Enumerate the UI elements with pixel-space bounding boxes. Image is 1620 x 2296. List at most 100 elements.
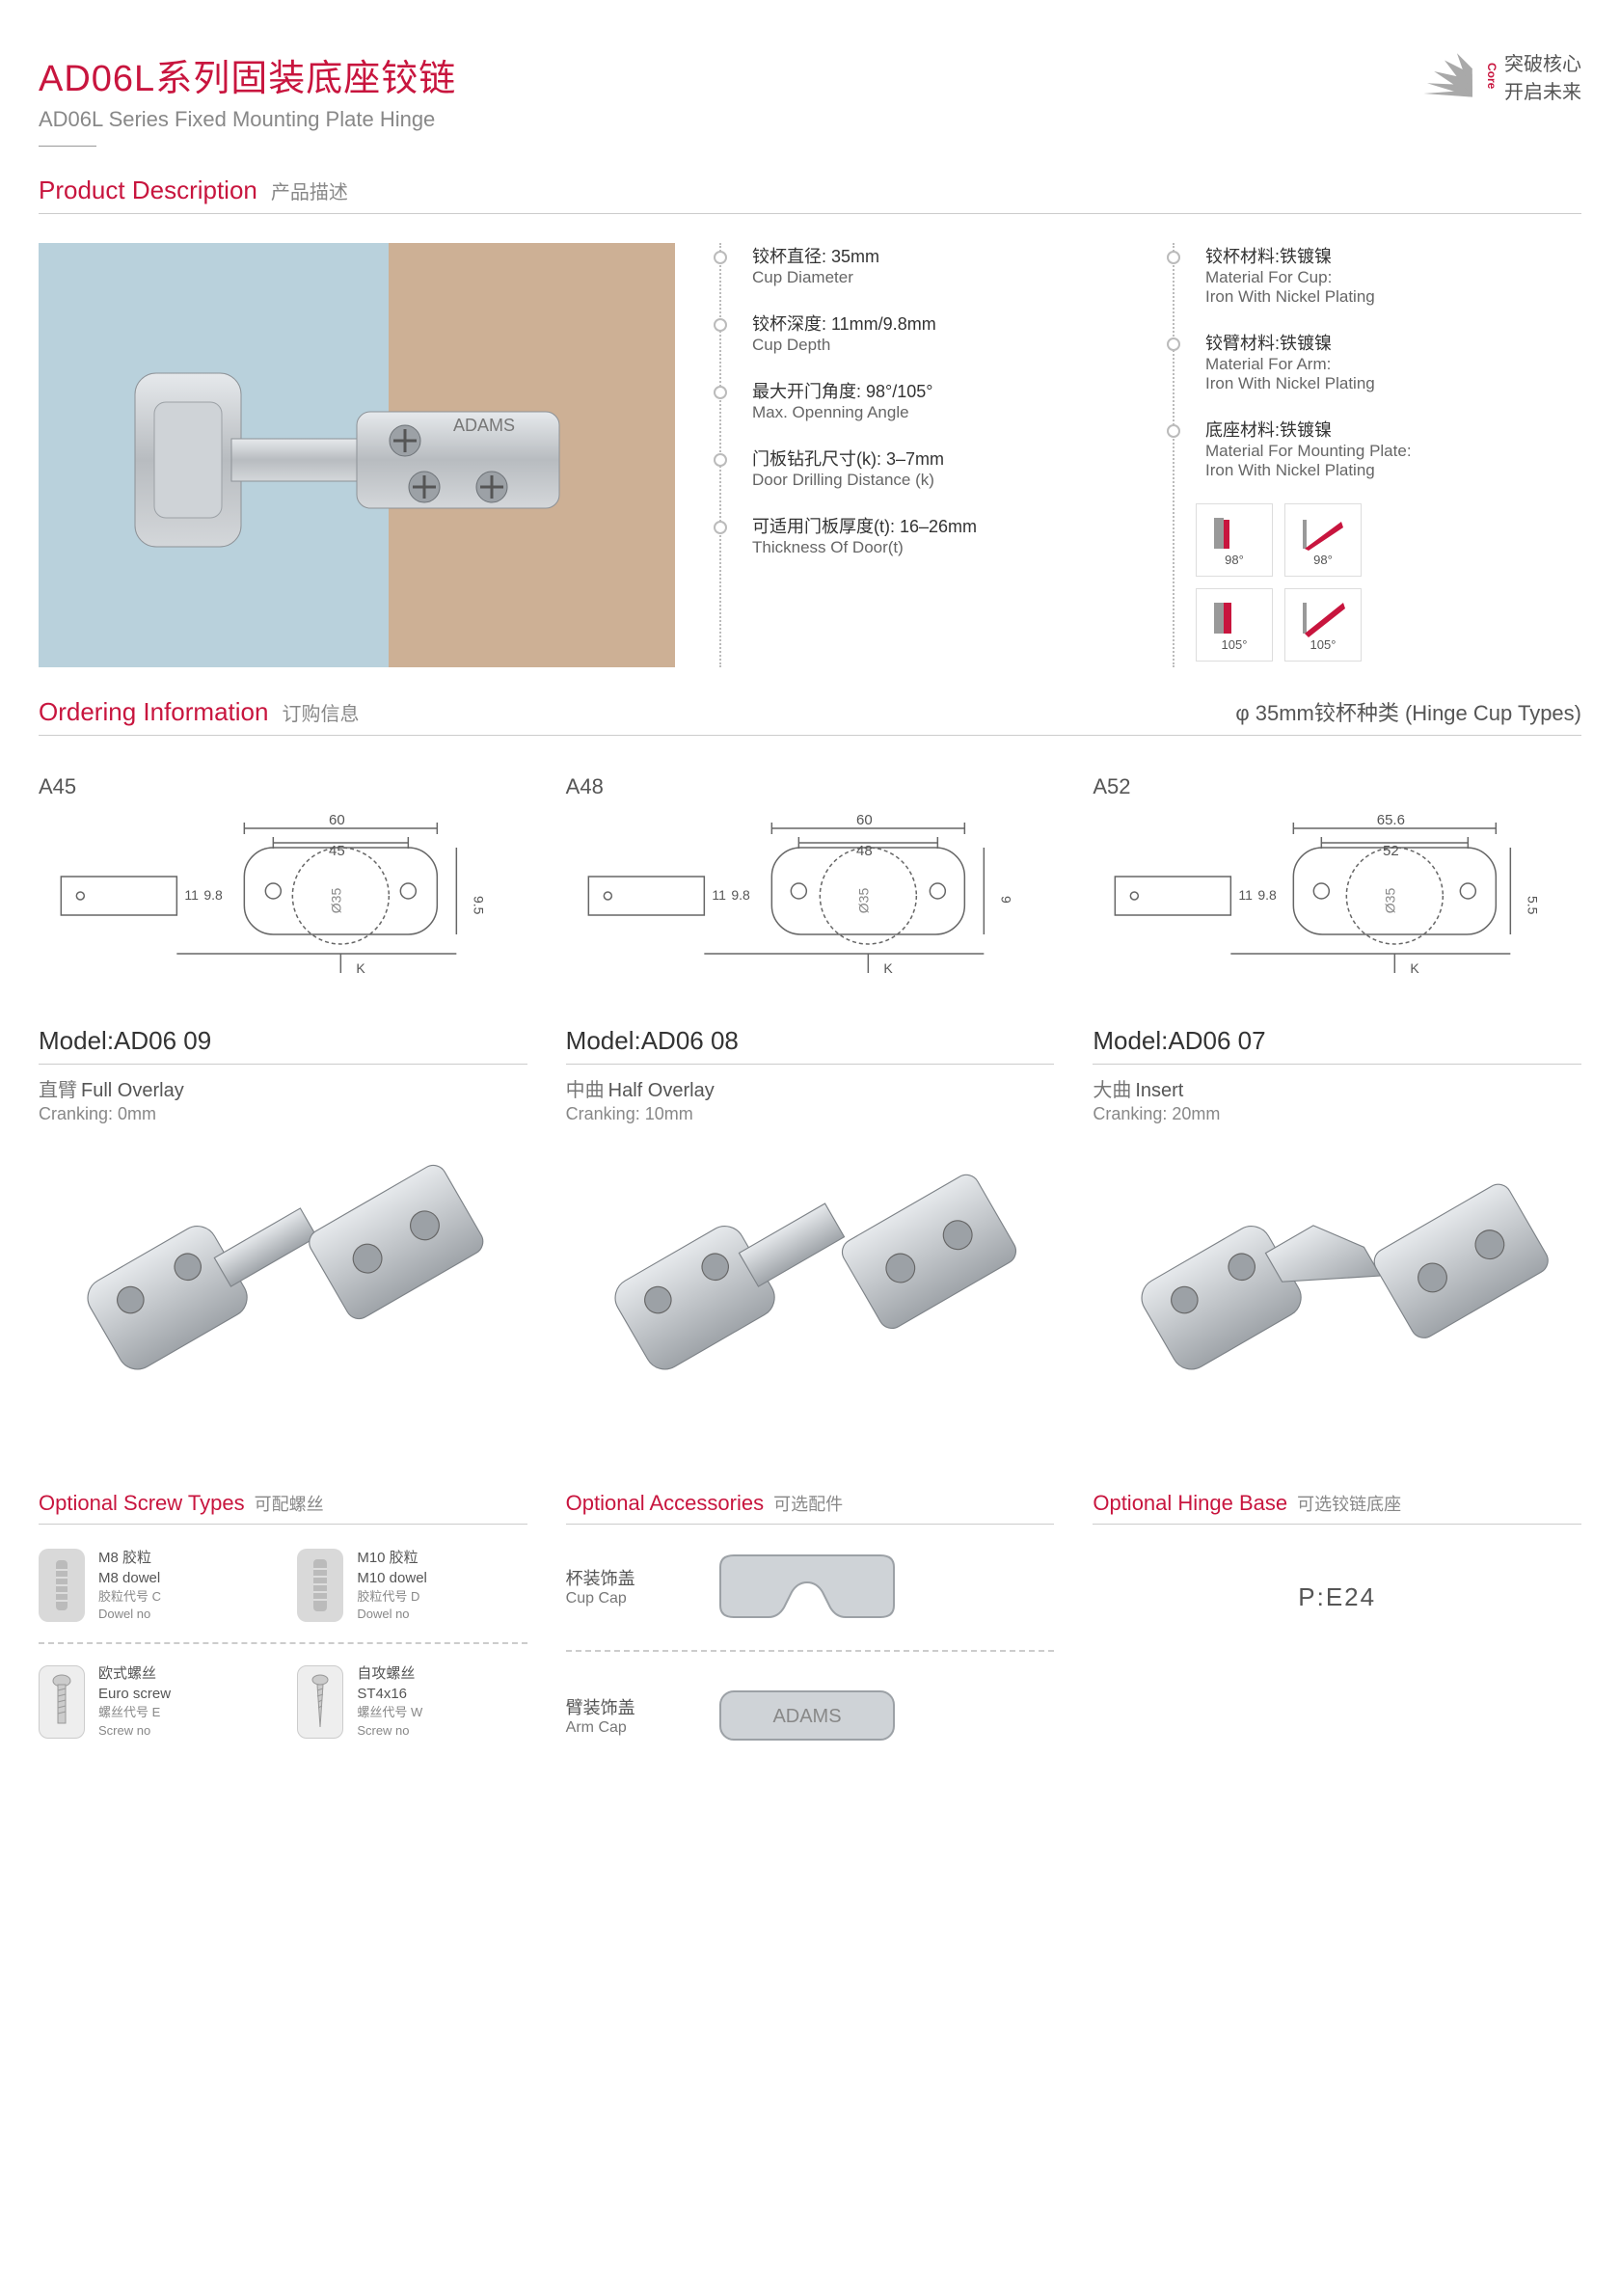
model-crank: Cranking: 20mm (1093, 1104, 1581, 1124)
hinge-base-ref: P:E24 (1093, 1582, 1581, 1612)
hinge-illustration: ADAMS (125, 335, 588, 576)
spec-item: 可适用门板厚度(t): 16–26mm Thickness Of Door(t) (742, 513, 1128, 557)
model-image (566, 1134, 1055, 1443)
spread-icon (1410, 50, 1479, 102)
svg-text:60: 60 (329, 812, 345, 828)
model-crank: Cranking: 10mm (566, 1104, 1055, 1124)
spec-item: 铰杯直径: 35mm Cup Diameter (742, 243, 1128, 287)
dowel-icon (39, 1549, 85, 1622)
screw-text: 自攻螺丝 ST4x16 螺丝代号 W Screw no (357, 1663, 422, 1739)
model-crank: Cranking: 0mm (39, 1104, 527, 1124)
cup-type: A52 65.6 52 11 9.8 5.5 Ø35 K (1093, 774, 1581, 987)
angle-icons: 98° 98° 105° 105° (1196, 503, 1581, 662)
opt-title-cn: 可选配件 (773, 1491, 843, 1516)
screw-grid: M8 胶粒 M8 dowel 胶粒代号 C Dowel no M10 胶粒 M1… (39, 1548, 527, 1740)
opt-head: Optional Accessories 可选配件 (566, 1491, 1055, 1525)
angle-icon: 105° (1284, 588, 1362, 662)
model-item: Model:AD06 09 直臂Full Overlay Cranking: 0… (39, 1026, 527, 1443)
hinge-icon (39, 1134, 527, 1443)
svg-text:60: 60 (856, 812, 873, 828)
model-item: Model:AD06 07 大曲Insert Cranking: 20mm (1093, 1026, 1581, 1443)
acc-label: 臂装饰盖 Arm Cap (566, 1694, 672, 1737)
opt-title-en: Optional Hinge Base (1093, 1491, 1287, 1516)
divider (566, 1650, 1055, 1652)
model-type: 直臂Full Overlay (39, 1074, 527, 1102)
optional-accessories: Optional Accessories 可选配件 杯装饰盖 Cup Cap 臂… (566, 1491, 1055, 1754)
svg-text:Ø35: Ø35 (328, 888, 343, 914)
logo-line1: 突破核心 (1504, 48, 1581, 76)
svg-text:48: 48 (856, 843, 873, 859)
cup-type: A48 60 48 11 9.8 9 Ø35 K (566, 774, 1055, 987)
cup-label: A48 (566, 774, 1055, 799)
spec-cn: 可适用门板厚度(t): 16–26mm (752, 513, 1128, 538)
section-product-description: Product Description 产品描述 (39, 176, 1581, 214)
opt-head: Optional Hinge Base 可选铰链底座 (1093, 1491, 1581, 1525)
cup-type: A45 60 45 11 9.8 9.5 Ø35 K (39, 774, 527, 987)
spec-en: Cup Diameter (752, 268, 1128, 287)
opt-title-en: Optional Screw Types (39, 1491, 245, 1516)
svg-text:9.8: 9.8 (731, 887, 750, 903)
cup-types-row: A45 60 45 11 9.8 9.5 Ø35 K A48 (39, 774, 1581, 987)
spec-cn: 底座材料:铁镀镍 (1205, 417, 1581, 442)
model-item: Model:AD06 08 中曲Half Overlay Cranking: 1… (566, 1026, 1055, 1443)
title-block: AD06L系列固装底座铰链 AD06L Series Fixed Mountin… (39, 48, 456, 147)
opt-title-cn: 可配螺丝 (255, 1491, 324, 1516)
spec-en: Max. Openning Angle (752, 403, 1128, 422)
svg-text:Ø35: Ø35 (855, 888, 871, 914)
spec-en: Iron With Nickel Plating (1205, 461, 1581, 480)
opt-head: Optional Screw Types 可配螺丝 (39, 1491, 527, 1525)
screw-icon (297, 1665, 343, 1739)
angle-icon: 98° (1196, 503, 1273, 577)
screw-icon (39, 1665, 85, 1739)
spec-cn: 门板钻孔尺寸(k): 3–7mm (752, 446, 1128, 471)
svg-text:9.5: 9.5 (471, 896, 486, 915)
svg-text:K: K (883, 960, 893, 976)
opt-title-cn: 可选铰链底座 (1297, 1491, 1401, 1516)
acc-item: 臂装饰盖 Arm Cap ADAMS (566, 1677, 1055, 1754)
svg-text:K: K (356, 960, 365, 976)
cup-diagram: 65.6 52 11 9.8 5.5 Ø35 K (1093, 809, 1581, 983)
spec-en: Iron With Nickel Plating (1205, 374, 1581, 393)
spec-item: 铰杯深度: 11mm/9.8mm Cup Depth (742, 311, 1128, 355)
angle-label: 98° (1313, 553, 1333, 567)
spec-en: Material For Arm: (1205, 355, 1581, 374)
spec-en: Cup Depth (752, 336, 1128, 355)
model-head: Model:AD06 07 (1093, 1026, 1581, 1065)
optional-screws: Optional Screw Types 可配螺丝 M8 胶粒 M8 dowel… (39, 1491, 527, 1754)
acc-label: 杯装饰盖 Cup Cap (566, 1565, 672, 1607)
model-row: Model:AD06 09 直臂Full Overlay Cranking: 0… (39, 1026, 1581, 1443)
spec-col-right: 铰杯材料:铁镀镍 Material For Cup: Iron With Nic… (1167, 243, 1581, 667)
page-header: AD06L系列固装底座铰链 AD06L Series Fixed Mountin… (39, 48, 1581, 147)
optional-hinge-base: Optional Hinge Base 可选铰链底座 P:E24 (1093, 1491, 1581, 1754)
spec-item: 最大开门角度: 98°/105° Max. Openning Angle (742, 378, 1128, 422)
model-type: 中曲Half Overlay (566, 1074, 1055, 1102)
spec-cn: 铰杯直径: 35mm (752, 243, 1128, 268)
spec-col-left: 铰杯直径: 35mm Cup Diameter 铰杯深度: 11mm/9.8mm… (714, 243, 1128, 667)
screw-text: 欧式螺丝 Euro screw 螺丝代号 E Screw no (98, 1663, 171, 1739)
divider (39, 1642, 527, 1644)
cup-label: A45 (39, 774, 527, 799)
cup-label: A52 (1093, 774, 1581, 799)
angle-label: 98° (1225, 553, 1244, 567)
logo-core: Core (1485, 63, 1498, 89)
spec-en: Thickness Of Door(t) (752, 538, 1128, 557)
model-head: Model:AD06 09 (39, 1026, 527, 1065)
spec-item: 底座材料:铁镀镍 Material For Mounting Plate: Ir… (1196, 417, 1581, 480)
angle-label: 105° (1222, 637, 1248, 652)
title-rule (39, 146, 96, 147)
svg-text:5.5: 5.5 (1526, 896, 1541, 915)
spec-cn: 最大开门角度: 98°/105° (752, 378, 1128, 403)
logo: Core 突破核心 开启未来 (1410, 48, 1581, 104)
cup-diagram: 60 48 11 9.8 9 Ø35 K (566, 809, 1055, 983)
logo-text: 突破核心 开启未来 (1504, 48, 1581, 104)
options-row: Optional Screw Types 可配螺丝 M8 胶粒 M8 dowel… (39, 1491, 1581, 1754)
spec-en: Door Drilling Distance (k) (752, 471, 1128, 490)
svg-text:Ø35: Ø35 (1383, 888, 1398, 914)
angle-icon: 105° (1196, 588, 1273, 662)
spec-item: 铰臂材料:铁镀镍 Material For Arm: Iron With Nic… (1196, 330, 1581, 393)
description-row: ADAMS 铰杯直径: 35mm Cup Diameter 铰杯深度: 11mm… (39, 243, 1581, 667)
title-cn: AD06L系列固装底座铰链 (39, 48, 456, 101)
acc-item: 杯装饰盖 Cup Cap (566, 1548, 1055, 1625)
logo-line2: 开启未来 (1504, 76, 1581, 104)
svg-text:ADAMS: ADAMS (772, 1706, 841, 1727)
